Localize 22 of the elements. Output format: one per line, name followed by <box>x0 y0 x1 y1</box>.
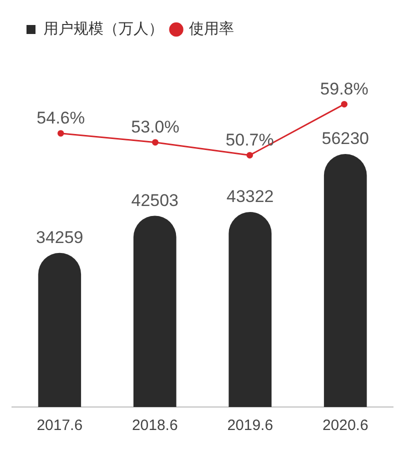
data-label: 54.6% <box>36 108 85 128</box>
bar <box>133 216 176 407</box>
x-tick-label: 2019.6 <box>227 417 274 434</box>
data-label: 34259 <box>36 228 84 248</box>
x-tick-label: 2017.6 <box>36 417 83 434</box>
data-label: 42503 <box>131 190 179 210</box>
point <box>341 100 348 108</box>
data-label: 50.7% <box>226 130 274 150</box>
point <box>152 139 158 146</box>
x-tick-label: 2018.6 <box>132 417 178 434</box>
point <box>58 130 64 137</box>
data-label: 56230 <box>322 129 370 148</box>
bar <box>38 252 82 407</box>
legend-label: 使用率 <box>188 20 234 38</box>
x-tick-label: 2020.6 <box>322 417 368 434</box>
bar <box>228 212 272 407</box>
bar <box>324 154 367 407</box>
data-label: 53.0% <box>131 118 180 137</box>
legend-label: 用户规模（万人） <box>44 20 164 38</box>
data-label: 59.8% <box>320 79 368 98</box>
point <box>246 152 253 158</box>
data-label: 43322 <box>226 187 274 206</box>
